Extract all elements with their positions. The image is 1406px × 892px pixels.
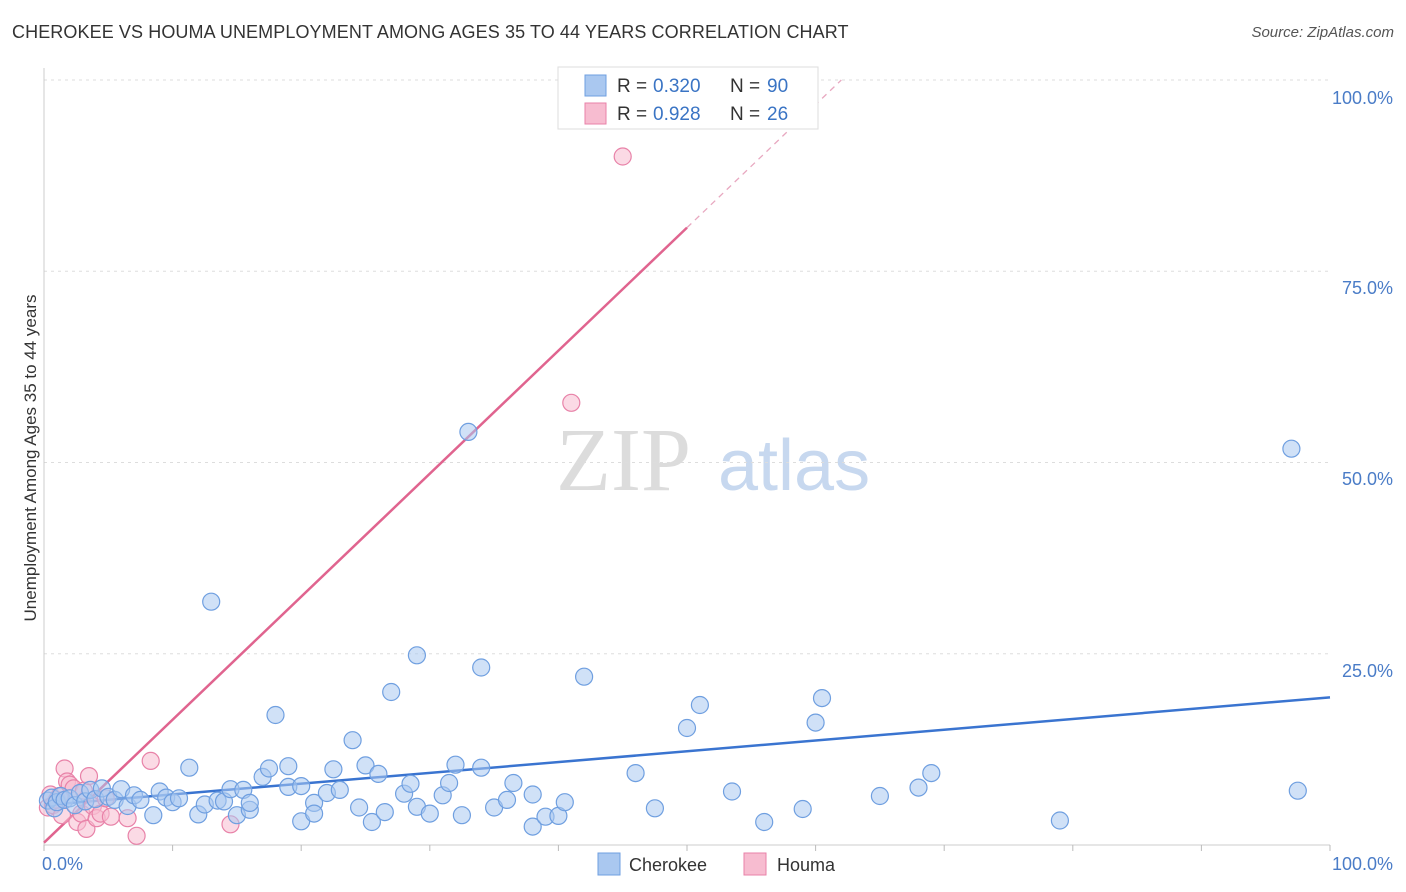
point-cherokee-87 (1050, 811, 1070, 830)
point-cherokee-61 (446, 755, 465, 774)
legend-r-label-houma: R = (617, 104, 647, 125)
point-cherokee-36 (259, 759, 279, 778)
point-cherokee-47 (343, 731, 362, 750)
point-cherokee-34 (240, 793, 259, 813)
y-tick-label-75: 75.0% (1342, 278, 1393, 298)
legend-n-value-cherokee: 90 (767, 76, 788, 97)
point-cherokee-68 (504, 773, 523, 793)
watermark-zip: ZIP (556, 411, 691, 510)
point-cherokee-81 (793, 799, 812, 819)
y-tick-label-25: 25.0% (1342, 661, 1393, 681)
point-cherokee-48 (350, 798, 369, 817)
point-cherokee-89 (1288, 781, 1307, 800)
point-cherokee-85 (909, 778, 928, 797)
point-cherokee-77 (677, 718, 697, 738)
legend-n-label-houma: N = (730, 104, 760, 125)
y-axis-title: Unemployment Among Ages 35 to 44 years (21, 295, 40, 622)
top-legend: R = 0.320 N = 90 R = 0.928 N = 26 (557, 66, 819, 130)
y-tick-label-50: 50.0% (1342, 469, 1393, 489)
point-cherokee-80 (755, 812, 774, 832)
point-cherokee-52 (375, 802, 394, 822)
point-cherokee-27 (202, 592, 221, 611)
point-cherokee-49 (356, 756, 375, 775)
point-cherokee-76 (645, 799, 665, 818)
source-label: Source: ZipAtlas.com (1251, 24, 1394, 41)
point-cherokee-50 (362, 812, 381, 832)
legend-swatch-houma (584, 102, 607, 125)
point-cherokee-23 (169, 789, 189, 808)
point-cherokee-58 (420, 804, 439, 823)
point-cherokee-73 (555, 793, 574, 812)
legend-r-value-houma: 0.928 (653, 104, 701, 125)
point-cherokee-83 (812, 688, 832, 708)
legend-r-label-cherokee: R = (617, 76, 647, 97)
point-cherokee-69 (523, 817, 542, 836)
legend-n-label-cherokee: N = (730, 76, 760, 97)
point-houma-22 (141, 751, 160, 771)
point-cherokee-57 (407, 646, 426, 665)
axes (43, 68, 1331, 851)
point-cherokee-60 (440, 773, 459, 793)
trend-line-houma (43, 226, 688, 844)
point-cherokee-45 (324, 760, 343, 779)
point-houma-21 (127, 826, 146, 845)
legend-swatch-cherokee (584, 74, 607, 97)
point-cherokee-88 (1282, 439, 1301, 458)
point-cherokee-75 (626, 763, 645, 783)
bottom-legend-swatch-houma (743, 852, 767, 876)
bottom-legend-swatch-cherokee (597, 852, 621, 876)
point-cherokee-37 (266, 705, 285, 725)
bottom-legend: Cherokee Houma (597, 852, 836, 876)
point-cherokee-39 (279, 757, 298, 776)
point-cherokee-79 (722, 782, 742, 801)
point-cherokee-41 (292, 776, 311, 796)
legend-n-value-houma: 26 (767, 104, 788, 125)
chart-title: CHEROKEE VS HOUMA UNEMPLOYMENT AMONG AGE… (12, 22, 849, 42)
gridlines (44, 79, 1330, 655)
point-cherokee-63 (459, 422, 478, 441)
point-cherokee-64 (472, 758, 491, 777)
point-cherokee-55 (401, 774, 420, 793)
point-houma-25 (613, 147, 632, 166)
point-cherokee-70 (523, 785, 542, 804)
point-cherokee-18 (131, 790, 150, 810)
point-cherokee-62 (452, 806, 471, 825)
trend-line-cherokee (43, 696, 1331, 807)
point-cherokee-43 (305, 804, 324, 823)
point-houma-19 (101, 807, 121, 826)
point-cherokee-78 (690, 695, 710, 715)
point-cherokee-84 (870, 786, 890, 806)
watermark-atlas: atlas (718, 426, 870, 506)
point-cherokee-19 (144, 806, 163, 825)
point-cherokee-51 (369, 764, 388, 784)
point-cherokee-24 (180, 758, 199, 777)
data-points (38, 147, 1307, 845)
x-tick-label-0: 0.0% (42, 854, 83, 874)
point-houma-24 (562, 393, 581, 412)
y-tick-label-100: 100.0% (1332, 88, 1393, 108)
point-cherokee-82 (806, 713, 825, 732)
bottom-legend-label-houma: Houma (777, 855, 836, 875)
legend-r-value-cherokee: 0.320 (653, 76, 701, 97)
point-cherokee-53 (382, 682, 401, 702)
point-cherokee-65 (472, 658, 491, 677)
point-cherokee-46 (330, 780, 349, 800)
x-tick-label-100: 100.0% (1332, 854, 1393, 874)
point-cherokee-67 (497, 790, 517, 810)
point-cherokee-86 (922, 763, 941, 783)
point-cherokee-74 (574, 667, 594, 686)
bottom-legend-label-cherokee: Cherokee (629, 855, 707, 875)
